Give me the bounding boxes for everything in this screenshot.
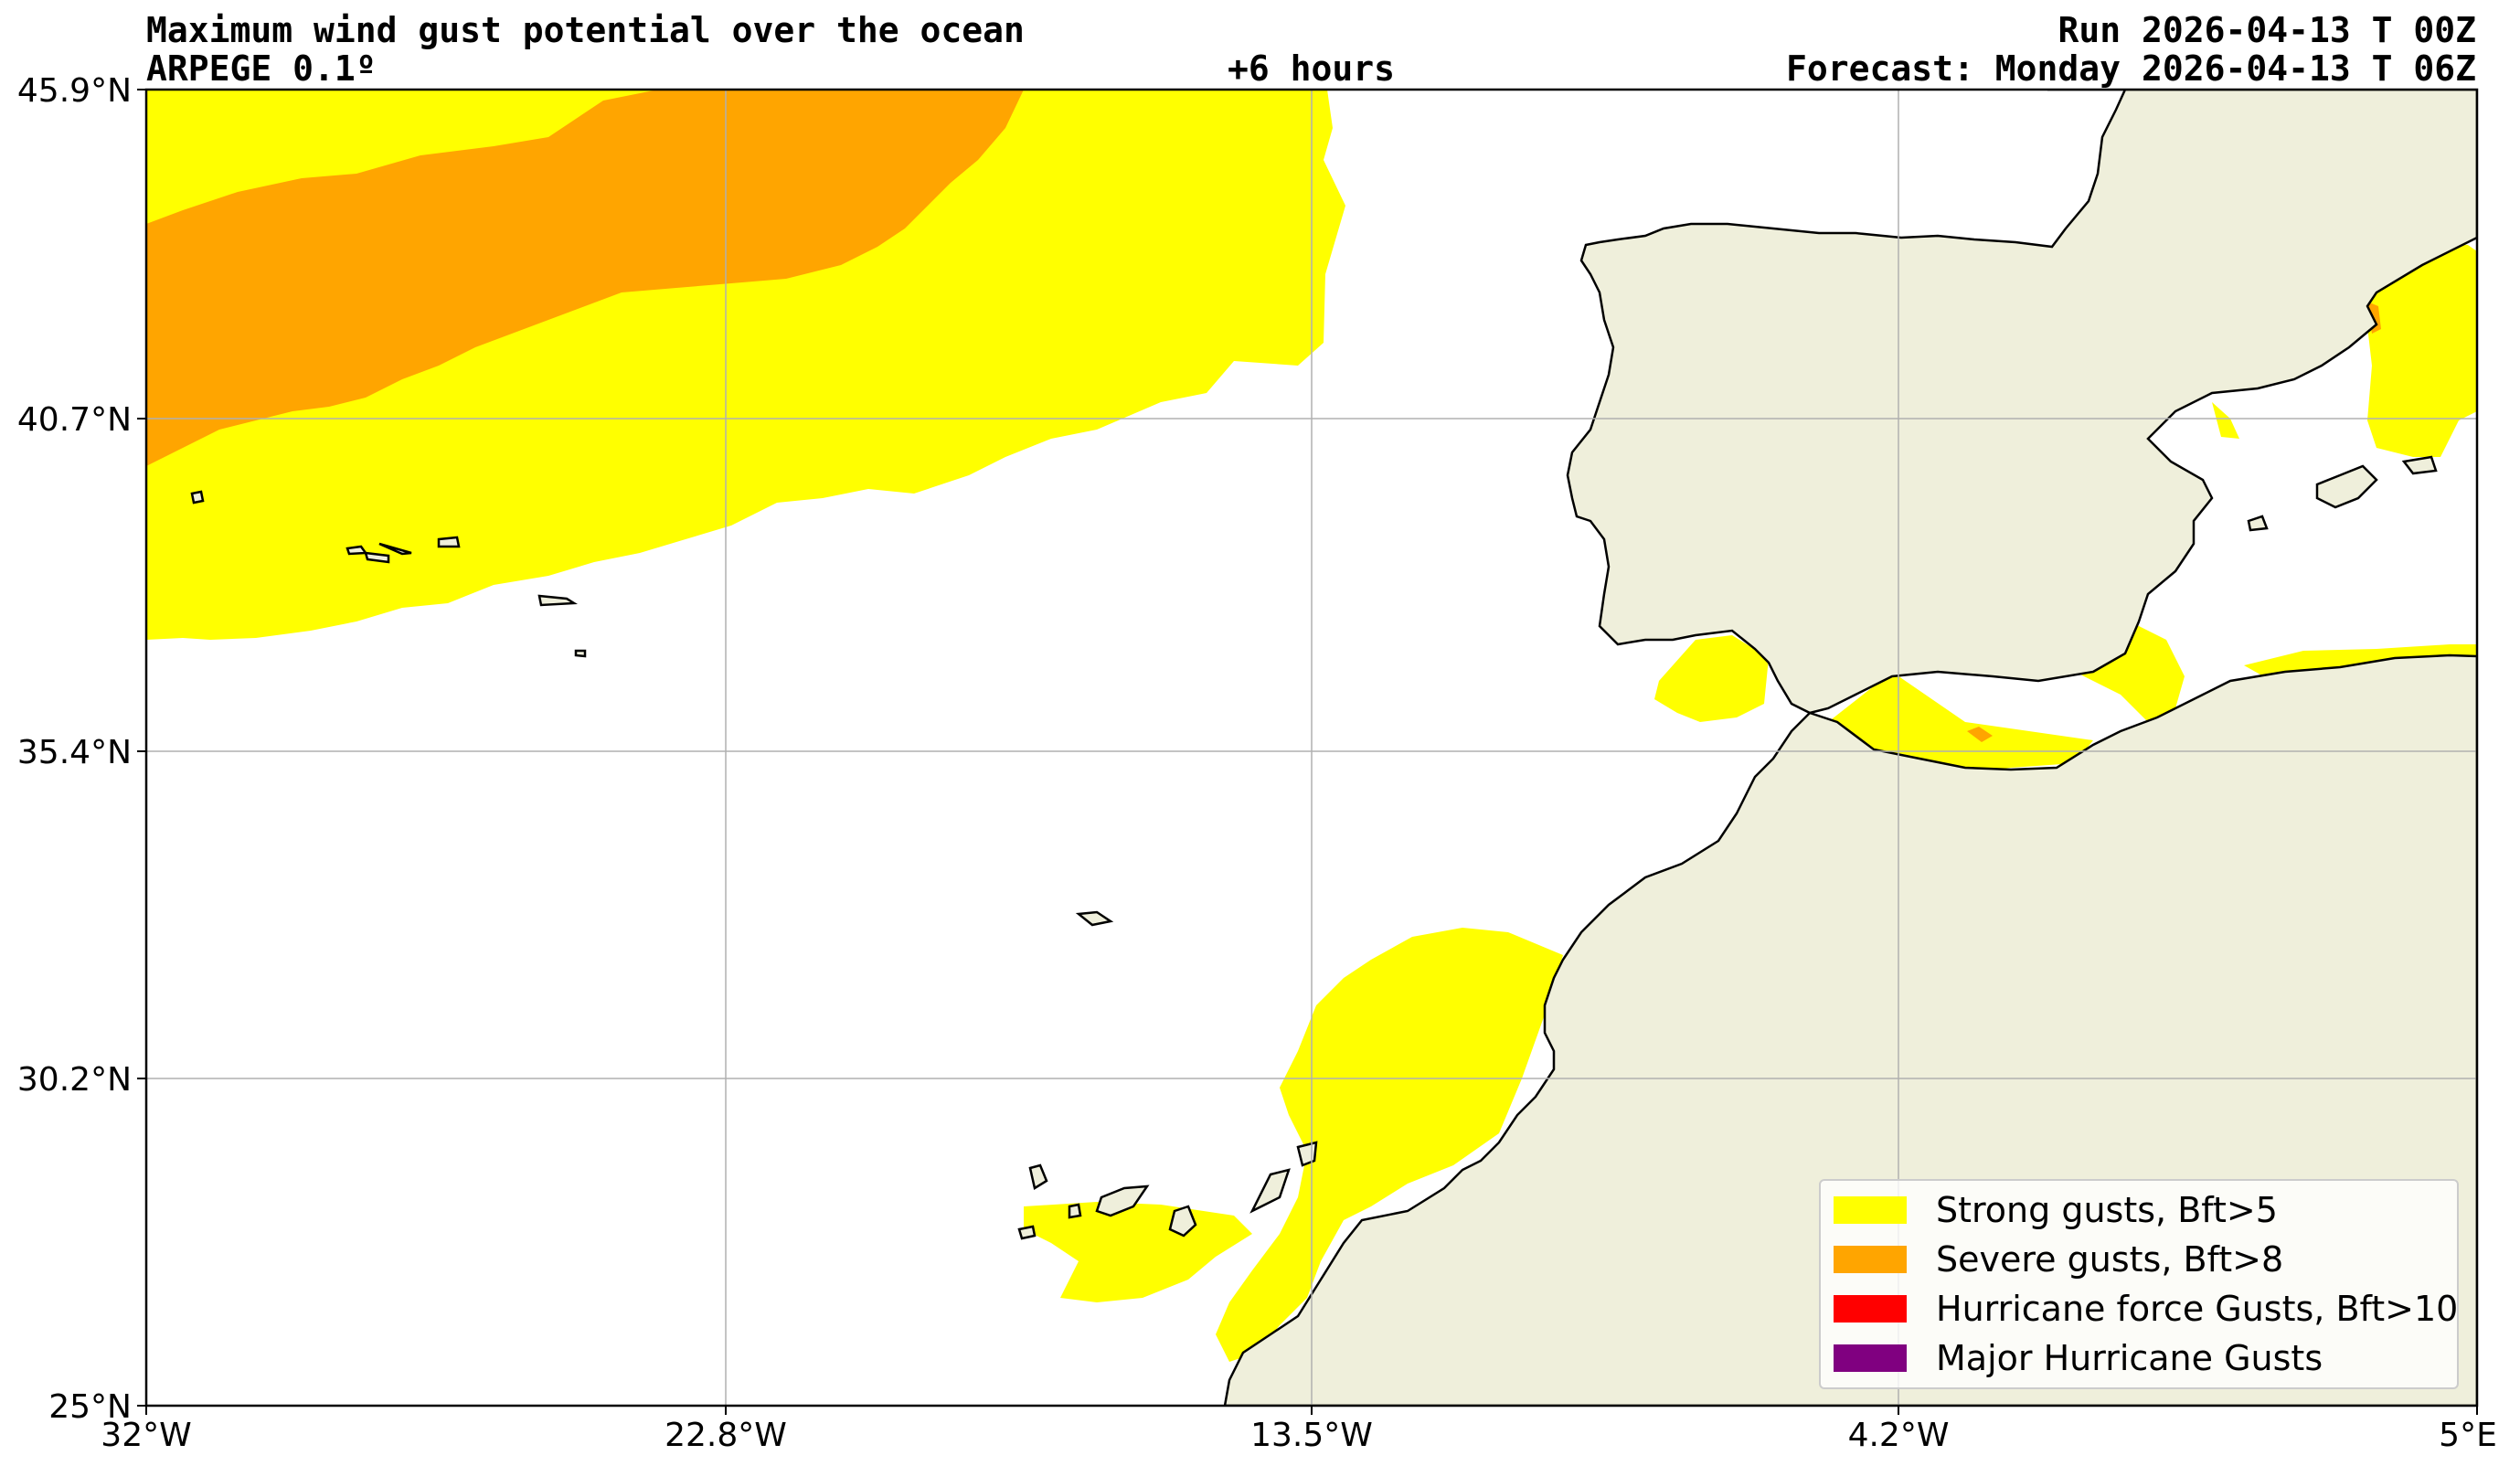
strong-gust-balearic-bit <box>2212 402 2239 439</box>
legend-item-strong: Strong gusts, Bft>5 <box>1834 1190 2278 1230</box>
tick-marks <box>137 89 2478 1415</box>
madeira-island <box>1075 910 1114 927</box>
canary-la-palma <box>1028 1163 1048 1190</box>
balearic-ibiza <box>2247 515 2269 532</box>
strong-gust-gibraltar-west <box>1654 635 1769 722</box>
lon-tick-label: 4.2°W <box>1848 1417 1950 1454</box>
legend-swatch <box>1834 1295 1907 1323</box>
iberia-land <box>1566 90 2477 715</box>
lat-tick-label: 40.7°N <box>17 401 132 439</box>
lat-tick-label: 35.4°N <box>17 734 132 771</box>
lat-tick-label: 45.9°N <box>17 72 132 110</box>
legend-label: Severe gusts, Bft>8 <box>1936 1239 2284 1280</box>
canary-tenerife <box>1095 1184 1150 1217</box>
strong-gust-morocco-coast <box>1216 928 1563 1362</box>
azores-island-6 <box>537 594 579 607</box>
lat-tick-label: 30.2°N <box>17 1061 132 1099</box>
forecast-label: Forecast: Monday 2026-04-13 T 06Z <box>1786 48 2476 89</box>
lat-tick-label: 25°N <box>48 1388 132 1426</box>
legend-swatch <box>1834 1344 1907 1372</box>
azores-island-4 <box>378 542 412 556</box>
legend-item-severe: Severe gusts, Bft>8 <box>1834 1239 2284 1280</box>
legend-item-hurricane: Hurricane force Gusts, Bft>10 <box>1834 1289 2459 1329</box>
lon-tick-label: 13.5°W <box>1250 1417 1373 1454</box>
severe-gust-atlantic <box>146 90 1024 466</box>
legend-item-major: Major Hurricane Gusts <box>1834 1338 2323 1378</box>
canary-east-island <box>1296 1141 1318 1167</box>
lon-tick-label: 22.8°W <box>665 1417 787 1454</box>
strong-gust-sardinia-corsica <box>2358 242 2477 457</box>
lon-tick-label: 32°W <box>101 1417 191 1454</box>
legend-label: Strong gusts, Bft>5 <box>1936 1190 2278 1230</box>
model-label: ARPEGE 0.1º <box>146 48 377 89</box>
strong-gust-alboran <box>1828 672 2093 772</box>
strong-gust-canaries <box>1024 1202 1252 1302</box>
canary-gran-canaria <box>1168 1205 1197 1238</box>
azores-island-5 <box>437 536 461 548</box>
legend-label: Major Hurricane Gusts <box>1936 1338 2323 1378</box>
azores-island-3 <box>364 551 390 564</box>
lead-time-label: +6 hours <box>1228 48 1396 89</box>
legend-label: Hurricane force Gusts, Bft>10 <box>1936 1289 2459 1329</box>
severe-gust-strait <box>1967 727 1993 742</box>
balearic-menorca <box>2401 455 2438 475</box>
legend-swatch <box>1834 1246 1907 1273</box>
map-title: Maximum wind gust potential over the oce… <box>146 10 1025 50</box>
legend: Strong gusts, Bft>5 Severe gusts, Bft>8 … <box>1819 1179 2459 1389</box>
canary-la-gomera <box>1068 1203 1082 1219</box>
legend-swatch <box>1834 1196 1907 1224</box>
azores-island-1 <box>190 490 205 505</box>
run-label: Run 2026-04-13 T 00Z <box>2057 10 2476 50</box>
lon-tick-label: 5°E <box>2439 1417 2497 1454</box>
canary-el-hierro <box>1017 1225 1037 1240</box>
canary-fuerteventura <box>1249 1168 1291 1214</box>
azores-island-7 <box>574 649 587 658</box>
azores-island-2 <box>346 545 368 556</box>
balearic-mallorca <box>2315 464 2378 509</box>
